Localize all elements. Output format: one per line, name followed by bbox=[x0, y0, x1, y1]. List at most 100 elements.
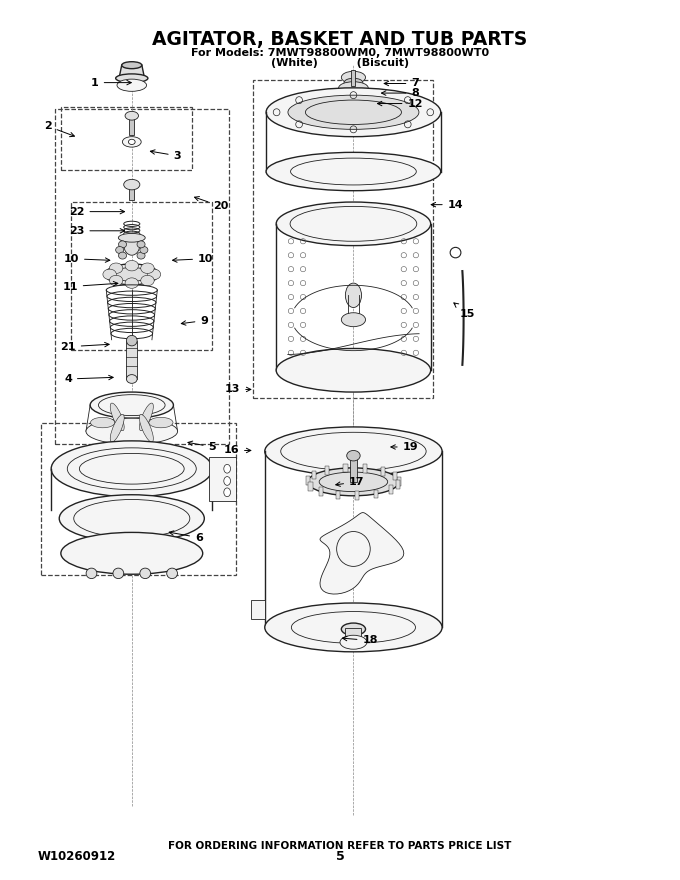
Ellipse shape bbox=[118, 252, 126, 259]
Bar bbox=[129, 185, 135, 201]
Ellipse shape bbox=[90, 392, 173, 418]
Ellipse shape bbox=[86, 568, 97, 578]
Text: 4: 4 bbox=[64, 374, 113, 384]
Ellipse shape bbox=[122, 62, 142, 69]
Ellipse shape bbox=[265, 427, 442, 476]
Text: 17: 17 bbox=[336, 477, 364, 487]
Bar bbox=[209, 458, 236, 501]
Text: 3: 3 bbox=[150, 150, 182, 161]
Ellipse shape bbox=[341, 71, 366, 84]
Text: 15: 15 bbox=[454, 303, 475, 319]
Ellipse shape bbox=[118, 241, 126, 248]
Bar bbox=[350, 456, 357, 482]
Bar bbox=[363, 464, 367, 473]
Bar bbox=[41, 422, 236, 576]
Bar bbox=[343, 464, 347, 473]
Ellipse shape bbox=[125, 260, 139, 271]
Text: (White)          (Biscuit): (White) (Biscuit) bbox=[271, 58, 409, 69]
Bar bbox=[252, 599, 265, 619]
Ellipse shape bbox=[340, 635, 367, 649]
Bar bbox=[54, 109, 229, 444]
Ellipse shape bbox=[116, 246, 124, 253]
Text: 16: 16 bbox=[223, 445, 251, 456]
Ellipse shape bbox=[125, 278, 139, 289]
Text: 10: 10 bbox=[64, 253, 109, 264]
Bar bbox=[345, 628, 362, 642]
Text: 11: 11 bbox=[63, 282, 118, 291]
Ellipse shape bbox=[148, 269, 160, 280]
Ellipse shape bbox=[345, 283, 362, 307]
Bar bbox=[325, 466, 329, 475]
Ellipse shape bbox=[344, 78, 363, 87]
Ellipse shape bbox=[103, 269, 116, 280]
Text: 22: 22 bbox=[69, 207, 124, 216]
Ellipse shape bbox=[110, 414, 124, 442]
Ellipse shape bbox=[137, 241, 145, 248]
Bar bbox=[71, 202, 212, 350]
Text: 21: 21 bbox=[61, 341, 109, 352]
Ellipse shape bbox=[124, 180, 140, 190]
Ellipse shape bbox=[141, 275, 154, 286]
Text: AGITATOR, BASKET AND TUB PARTS: AGITATOR, BASKET AND TUB PARTS bbox=[152, 30, 528, 48]
Bar bbox=[336, 490, 340, 499]
Ellipse shape bbox=[224, 477, 231, 486]
Bar bbox=[319, 488, 323, 496]
Ellipse shape bbox=[129, 139, 135, 144]
Ellipse shape bbox=[110, 403, 124, 430]
Ellipse shape bbox=[149, 417, 173, 428]
Text: 2: 2 bbox=[44, 121, 74, 136]
Ellipse shape bbox=[126, 335, 137, 346]
Ellipse shape bbox=[341, 623, 366, 635]
Bar bbox=[356, 491, 360, 500]
Text: W10260912: W10260912 bbox=[38, 850, 116, 863]
Ellipse shape bbox=[116, 74, 148, 83]
Ellipse shape bbox=[266, 152, 441, 191]
Ellipse shape bbox=[124, 234, 140, 255]
Text: 19: 19 bbox=[391, 442, 418, 452]
Bar bbox=[396, 480, 401, 488]
Ellipse shape bbox=[224, 488, 231, 496]
Ellipse shape bbox=[265, 603, 442, 652]
Polygon shape bbox=[119, 65, 145, 78]
Ellipse shape bbox=[90, 417, 115, 428]
Ellipse shape bbox=[126, 375, 137, 384]
Polygon shape bbox=[320, 512, 404, 594]
Ellipse shape bbox=[224, 465, 231, 473]
Text: 7: 7 bbox=[384, 78, 419, 89]
Bar bbox=[312, 471, 316, 480]
Bar bbox=[352, 70, 356, 86]
Ellipse shape bbox=[167, 568, 177, 578]
Bar bbox=[253, 80, 432, 398]
Text: 8: 8 bbox=[381, 88, 419, 98]
Text: 18: 18 bbox=[343, 635, 378, 646]
Ellipse shape bbox=[266, 88, 441, 136]
Ellipse shape bbox=[347, 451, 360, 461]
Bar bbox=[306, 476, 310, 485]
Ellipse shape bbox=[276, 202, 430, 246]
Bar bbox=[381, 466, 385, 475]
Ellipse shape bbox=[139, 403, 153, 430]
Ellipse shape bbox=[125, 112, 139, 120]
Ellipse shape bbox=[140, 246, 148, 253]
Text: 13: 13 bbox=[225, 385, 251, 394]
Ellipse shape bbox=[109, 263, 123, 274]
Ellipse shape bbox=[141, 263, 154, 274]
Text: 1: 1 bbox=[91, 77, 131, 88]
Ellipse shape bbox=[341, 312, 366, 326]
Ellipse shape bbox=[139, 414, 153, 442]
Text: 14: 14 bbox=[431, 200, 463, 209]
Text: 23: 23 bbox=[69, 226, 124, 236]
Ellipse shape bbox=[339, 82, 368, 94]
Ellipse shape bbox=[118, 233, 146, 242]
Bar bbox=[374, 489, 378, 498]
Ellipse shape bbox=[61, 532, 203, 575]
Text: For Models: 7MWT98800WM0, 7MWT98800WT0: For Models: 7MWT98800WM0, 7MWT98800WT0 bbox=[191, 48, 489, 58]
Bar bbox=[397, 478, 401, 486]
Bar bbox=[309, 482, 313, 491]
Text: 9: 9 bbox=[182, 316, 208, 326]
Ellipse shape bbox=[140, 568, 150, 578]
Ellipse shape bbox=[288, 95, 419, 129]
Bar bbox=[61, 107, 192, 170]
Text: 5: 5 bbox=[188, 441, 216, 452]
Text: FOR ORDERING INFORMATION REFER TO PARTS PRICE LIST: FOR ORDERING INFORMATION REFER TO PARTS … bbox=[169, 841, 511, 851]
